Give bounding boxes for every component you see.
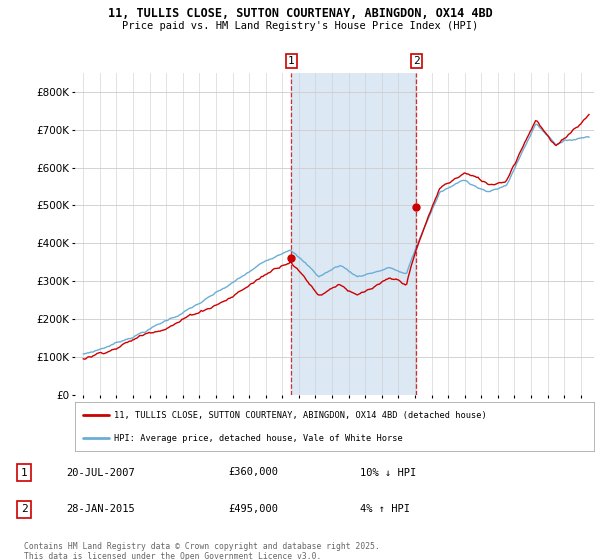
Text: 1: 1: [20, 468, 28, 478]
Text: 2: 2: [413, 56, 419, 66]
Text: £495,000: £495,000: [228, 504, 278, 514]
Text: Contains HM Land Registry data © Crown copyright and database right 2025.
This d: Contains HM Land Registry data © Crown c…: [24, 542, 380, 560]
Text: 2: 2: [20, 504, 28, 514]
Text: 20-JUL-2007: 20-JUL-2007: [66, 468, 135, 478]
Text: 11, TULLIS CLOSE, SUTTON COURTENAY, ABINGDON, OX14 4BD: 11, TULLIS CLOSE, SUTTON COURTENAY, ABIN…: [107, 7, 493, 20]
Text: £360,000: £360,000: [228, 468, 278, 478]
Text: Price paid vs. HM Land Registry's House Price Index (HPI): Price paid vs. HM Land Registry's House …: [122, 21, 478, 31]
Text: 28-JAN-2015: 28-JAN-2015: [66, 504, 135, 514]
Text: 10% ↓ HPI: 10% ↓ HPI: [360, 468, 416, 478]
Text: 11, TULLIS CLOSE, SUTTON COURTENAY, ABINGDON, OX14 4BD (detached house): 11, TULLIS CLOSE, SUTTON COURTENAY, ABIN…: [114, 411, 487, 420]
Text: HPI: Average price, detached house, Vale of White Horse: HPI: Average price, detached house, Vale…: [114, 434, 403, 443]
Text: 4% ↑ HPI: 4% ↑ HPI: [360, 504, 410, 514]
Bar: [292, 73, 416, 395]
Text: 1: 1: [288, 56, 295, 66]
